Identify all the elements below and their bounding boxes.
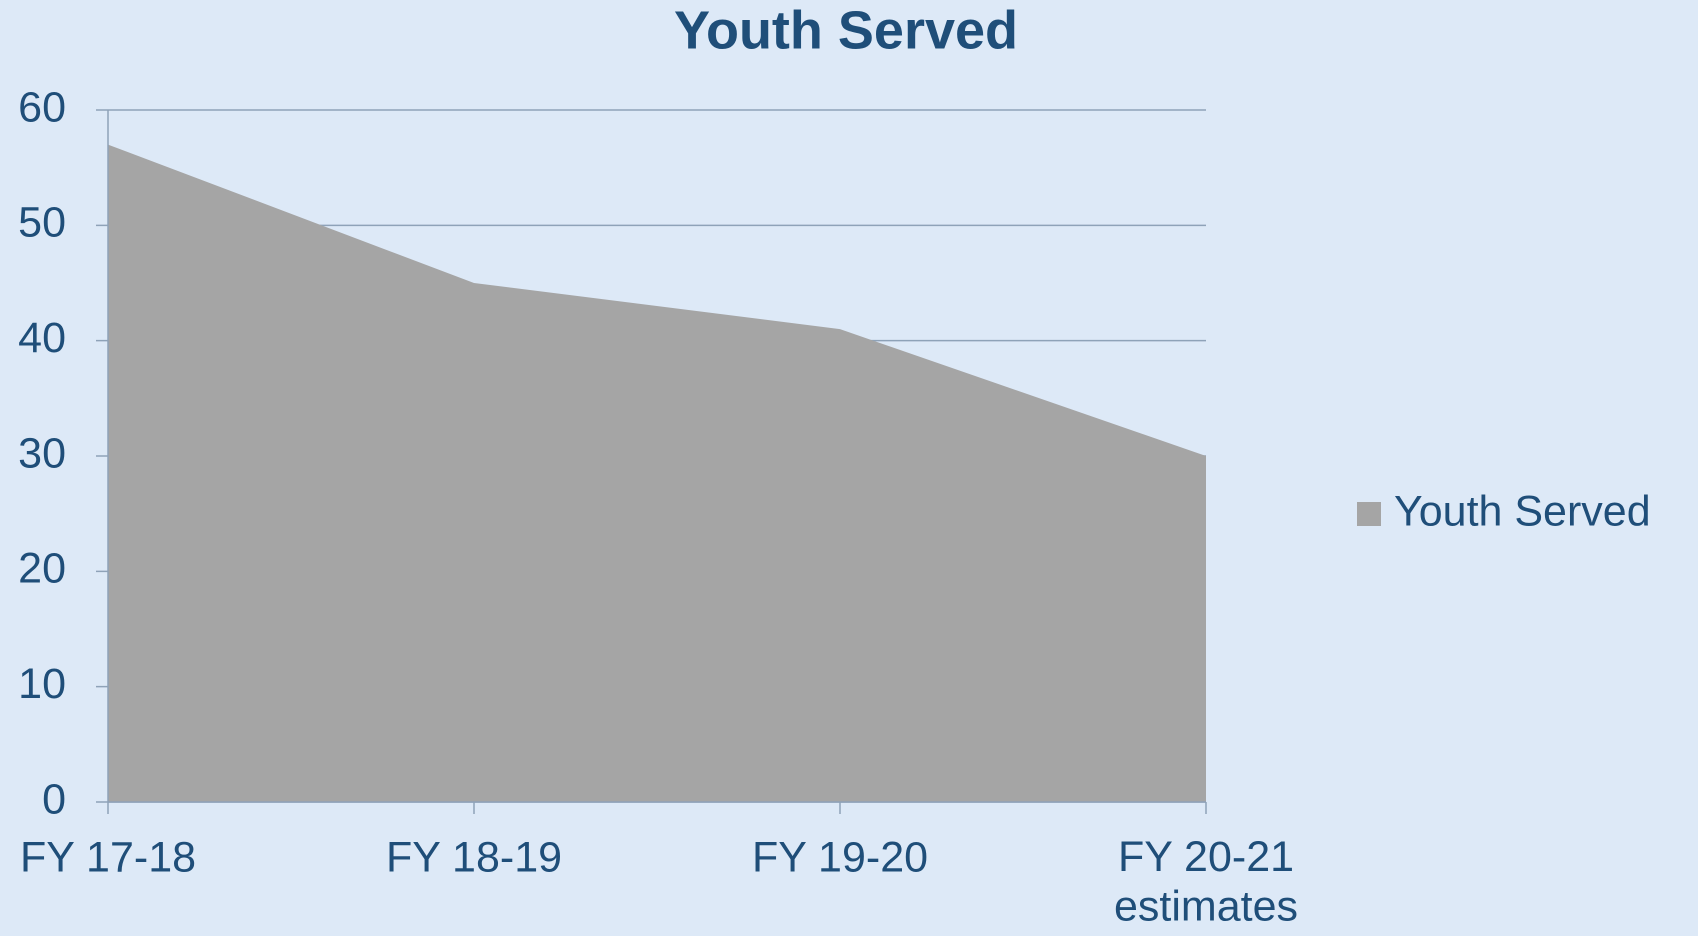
chart-title: Youth Served bbox=[674, 0, 1018, 60]
y-tick-label: 30 bbox=[18, 429, 66, 477]
y-tick-label: 40 bbox=[18, 314, 66, 362]
x-tick-label: FY 19-20 bbox=[752, 833, 928, 881]
y-tick-label: 10 bbox=[18, 660, 66, 708]
legend-swatch bbox=[1357, 502, 1381, 526]
y-tick-label: 0 bbox=[42, 775, 66, 823]
area bbox=[108, 144, 1206, 803]
x-tick-label: FY 17-18 bbox=[20, 833, 196, 881]
legend-label: Youth Served bbox=[1394, 487, 1651, 535]
y-tick-label: 50 bbox=[18, 199, 66, 247]
x-tick-label: FY 18-19 bbox=[386, 833, 562, 881]
x-tick-label: FY 20-21 estimates bbox=[1114, 833, 1298, 930]
y-tick-label: 20 bbox=[18, 545, 66, 593]
y-tick-label: 60 bbox=[18, 83, 66, 131]
